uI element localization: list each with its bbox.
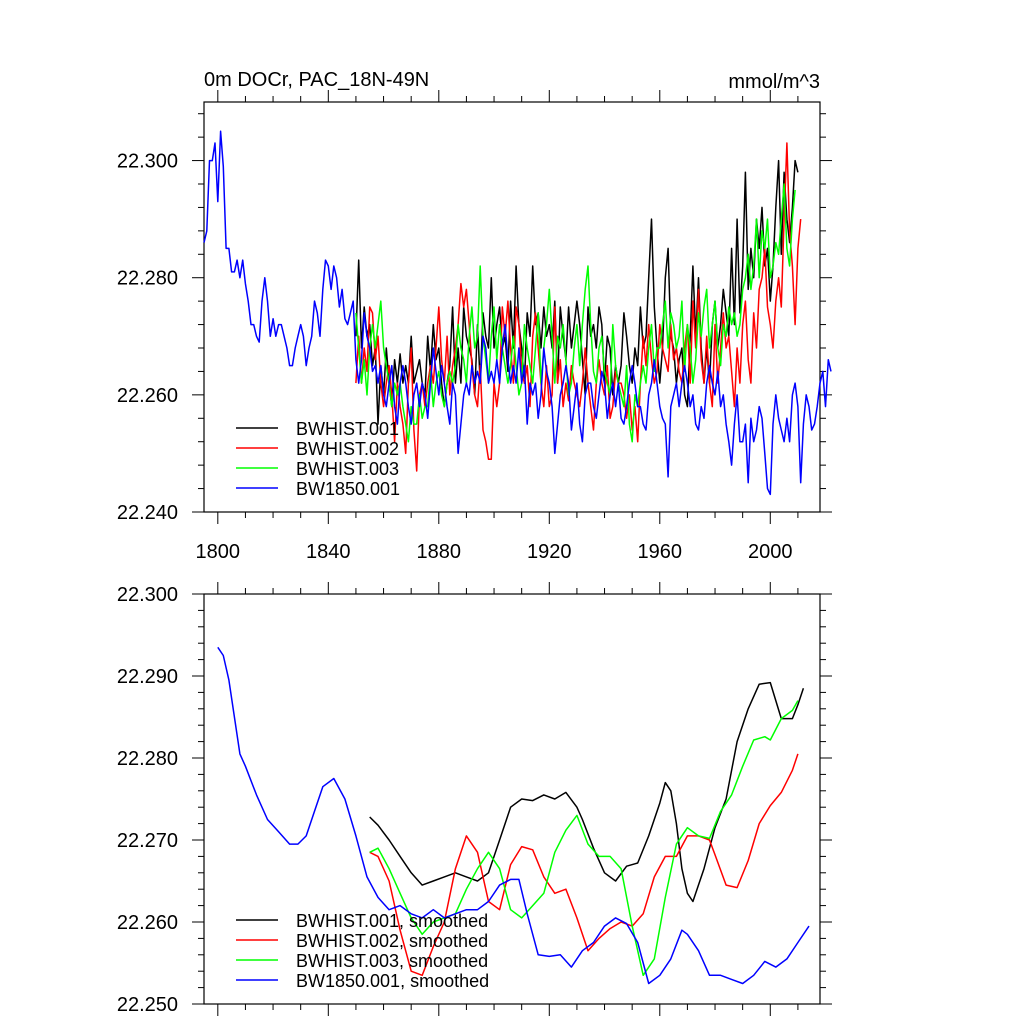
y-tick-label: 22.260 [117,912,178,934]
legend-entry: BWHIST.002 [296,439,399,459]
y-tick-label: 22.280 [117,268,178,290]
chart-units-label: mmol/m^3 [728,71,820,93]
legend-entry: BWHIST.003 [296,459,399,479]
series-line [355,159,799,425]
chart-panel-1: 1800 1840 1880 1920 1960 2000 22.240 22.260 22.2… [117,69,832,563]
y-tick-label: 22.290 [117,666,178,688]
x-tick-label: 1840 [306,541,351,563]
legend-entry: BWHIST.001 [296,419,399,439]
legend-entry: BW1850.001 [296,479,400,499]
y-tick-label: 22.300 [117,584,178,606]
legend-entry: BWHIST.003, smoothed [296,951,488,971]
x-tick-label: 1800 [196,541,241,563]
x-tick-label: 2000 [748,541,793,563]
x-tick-label: 1880 [417,541,462,563]
series-line [203,130,832,496]
plot-frame [203,593,821,1005]
y-tick-label: 22.250 [117,994,178,1016]
series-line [369,753,799,977]
y-tick-label: 22.240 [117,502,178,524]
chart-title-left: 0m DOCr, PAC_18N-49N [204,69,429,91]
series-line [217,646,810,985]
legend-entry: BW1850.001, smoothed [296,971,489,991]
y-tick-label: 22.280 [117,748,178,770]
x-tick-label: 1960 [638,541,683,563]
y-tick-label: 22.270 [117,830,178,852]
series-line [355,183,796,443]
legend-entry: BWHIST.001, smoothed [296,911,488,931]
x-tick-label: 1920 [527,541,572,563]
series-line [369,681,805,903]
y-tick-label: 22.260 [117,385,178,407]
series-line [369,700,799,977]
chart-panel-2: 22.250 22.260 22.270 22.280 22.290 22.300 BWHI… [117,582,832,1016]
y-tick-label: 22.300 [117,151,178,173]
plot-frame [203,101,821,513]
legend-entry: BWHIST.002, smoothed [296,931,488,951]
